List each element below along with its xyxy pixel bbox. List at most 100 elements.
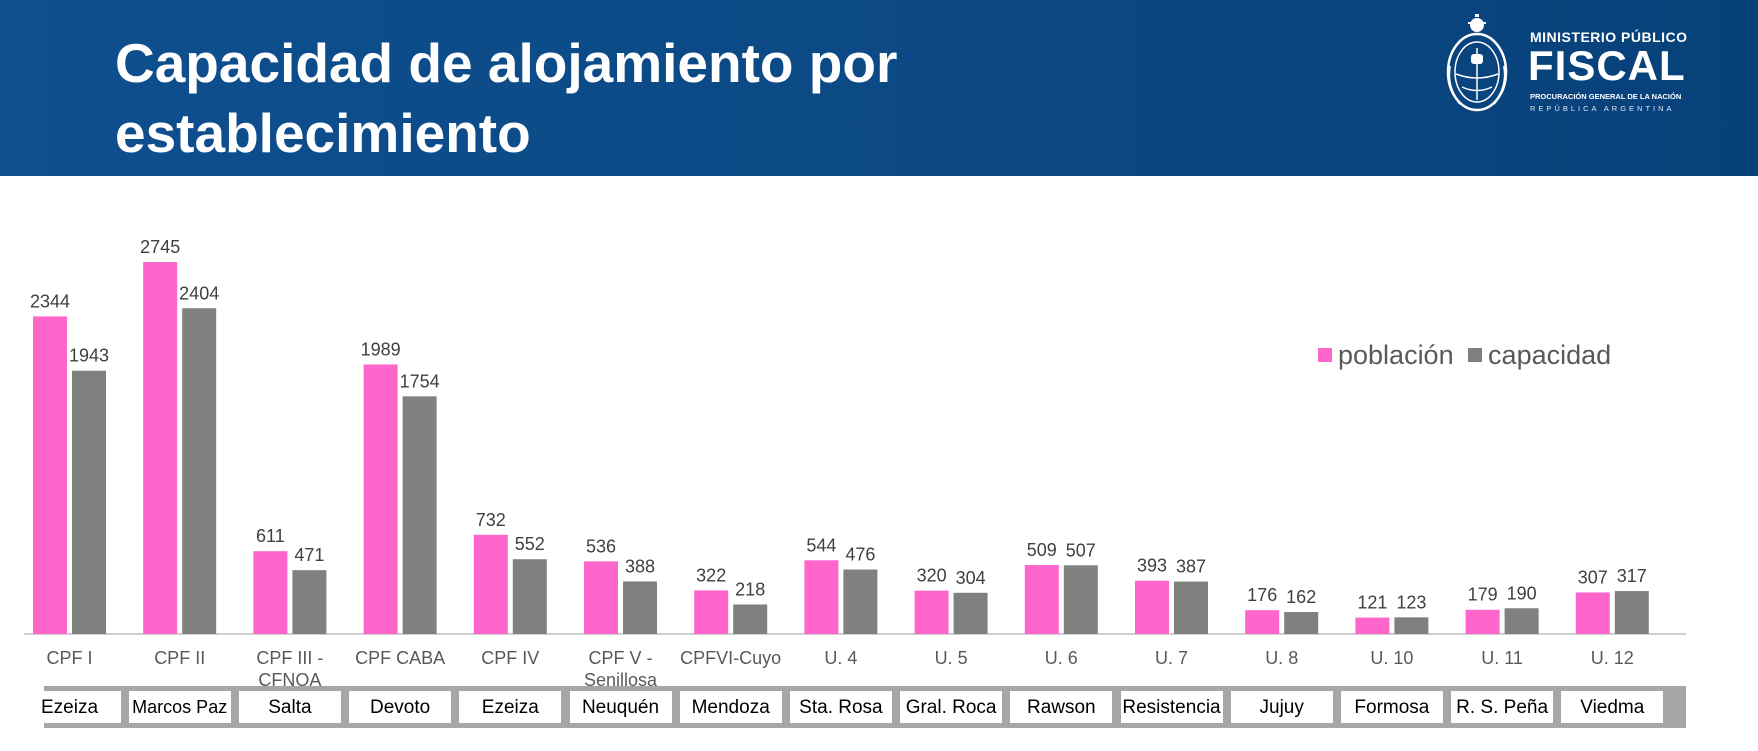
category-label-5-line2: Senillosa bbox=[584, 670, 658, 686]
data-label-poblacion-3: 1989 bbox=[361, 339, 401, 359]
data-label-capacidad-12: 123 bbox=[1396, 592, 1426, 612]
location-cell-11: Jujuy bbox=[1230, 691, 1333, 723]
ministerio-publico-fiscal-logo: MINISTERIO PÚBLICO FISCAL PROCURACIÓN GE… bbox=[1442, 12, 1742, 122]
data-label-capacidad-6: 218 bbox=[735, 579, 765, 599]
data-label-poblacion-14: 307 bbox=[1578, 567, 1608, 587]
category-label-8: U. 5 bbox=[935, 648, 968, 668]
location-cell-7: Sta. Rosa bbox=[789, 691, 892, 723]
bar-poblacion-10 bbox=[1135, 580, 1169, 634]
page-title: Capacidad de alojamiento por establecimi… bbox=[115, 32, 898, 164]
bar-poblacion-2 bbox=[253, 551, 288, 634]
bar-poblacion-1 bbox=[143, 262, 178, 634]
data-label-capacidad-0: 1943 bbox=[69, 346, 109, 366]
legend-label-capacidad: capacidad bbox=[1488, 340, 1612, 370]
bar-poblacion-11 bbox=[1245, 610, 1280, 634]
bar-capacidad-10 bbox=[1174, 581, 1208, 634]
national-seal-icon bbox=[1446, 14, 1508, 112]
location-cell-0: Ezeiza bbox=[18, 691, 121, 723]
category-label-4: CPF IV bbox=[481, 648, 539, 668]
data-label-capacidad-7: 476 bbox=[845, 545, 875, 565]
bar-capacidad-12 bbox=[1394, 617, 1429, 634]
data-label-poblacion-10: 393 bbox=[1137, 556, 1167, 576]
data-label-poblacion-8: 320 bbox=[917, 566, 947, 586]
location-cell-10: Resistencia bbox=[1120, 691, 1223, 723]
category-label-6: CPFVI-Cuyo bbox=[680, 648, 781, 668]
category-label-5: CPF V - bbox=[588, 648, 652, 668]
logo-text-republica: REPÚBLICA ARGENTINA bbox=[1530, 104, 1675, 113]
location-cell-12: Formosa bbox=[1340, 691, 1443, 723]
data-label-capacidad-1: 2404 bbox=[179, 283, 219, 303]
category-label-14: U. 12 bbox=[1591, 648, 1634, 668]
category-label-12: U. 10 bbox=[1370, 648, 1413, 668]
bar-capacidad-7 bbox=[843, 569, 878, 634]
bar-poblacion-4 bbox=[473, 534, 508, 634]
location-cell-6: Mendoza bbox=[679, 691, 782, 723]
bar-capacidad-6 bbox=[733, 604, 768, 634]
location-cell-1: Marcos Paz bbox=[128, 691, 231, 723]
data-label-capacidad-2: 471 bbox=[294, 545, 324, 565]
bar-capacidad-0 bbox=[72, 370, 106, 634]
logo-text-ministerio: MINISTERIO PÚBLICO bbox=[1530, 29, 1688, 45]
category-label-2: CPF III - bbox=[256, 648, 323, 668]
chart-legend: población capacidad bbox=[1318, 340, 1621, 376]
category-label-0: CPF I bbox=[46, 648, 92, 668]
bar-capacidad-3 bbox=[402, 396, 437, 634]
data-label-capacidad-10: 387 bbox=[1176, 557, 1206, 577]
data-label-capacidad-14: 317 bbox=[1617, 566, 1647, 586]
location-cell-14: Viedma bbox=[1561, 691, 1664, 723]
location-cell-13: R. S. Peña bbox=[1451, 691, 1554, 723]
bar-poblacion-14 bbox=[1575, 592, 1610, 634]
bar-capacidad-1 bbox=[182, 308, 217, 634]
category-label-3: CPF CABA bbox=[355, 648, 445, 668]
legend-label-poblacion: población bbox=[1338, 340, 1454, 370]
bar-capacidad-8 bbox=[953, 592, 988, 634]
category-label-11: U. 8 bbox=[1265, 648, 1298, 668]
location-cell-8: Gral. Roca bbox=[900, 691, 1003, 723]
data-label-poblacion-1: 2745 bbox=[140, 237, 180, 257]
category-label-10: U. 7 bbox=[1155, 648, 1188, 668]
category-label-7: U. 4 bbox=[824, 648, 857, 668]
location-cell-2: Salta bbox=[238, 691, 341, 723]
data-label-poblacion-6: 322 bbox=[696, 565, 726, 585]
data-label-poblacion-0: 2344 bbox=[30, 291, 70, 311]
header-banner: Capacidad de alojamiento por establecimi… bbox=[0, 0, 1758, 176]
data-label-capacidad-4: 552 bbox=[515, 534, 545, 554]
legend-item-capacidad: capacidad bbox=[1468, 340, 1611, 371]
data-label-poblacion-5: 536 bbox=[586, 536, 616, 556]
bar-poblacion-3 bbox=[363, 364, 398, 634]
bar-capacidad-11 bbox=[1284, 612, 1319, 634]
bar-chart: 2344 1943 CPF I 2745 2404 CPF II 611 471 CPF III… bbox=[24, 237, 1686, 686]
data-label-capacidad-3: 1754 bbox=[400, 371, 440, 391]
bar-capacidad-4 bbox=[512, 559, 547, 634]
data-label-poblacion-11: 176 bbox=[1247, 585, 1277, 605]
data-label-poblacion-7: 544 bbox=[806, 535, 836, 555]
logo-text-fiscal: FISCAL bbox=[1528, 42, 1686, 89]
legend-swatch-poblacion bbox=[1318, 348, 1332, 362]
data-label-poblacion-13: 179 bbox=[1468, 585, 1498, 605]
legend-swatch-capacidad bbox=[1468, 348, 1483, 362]
bar-capacidad-5 bbox=[623, 581, 657, 634]
category-label-13: U. 11 bbox=[1481, 648, 1523, 668]
bar-poblacion-12 bbox=[1355, 617, 1390, 634]
data-label-poblacion-2: 611 bbox=[256, 526, 285, 546]
bar-poblacion-5 bbox=[584, 561, 618, 634]
category-label-1: CPF II bbox=[154, 648, 205, 668]
data-label-capacidad-13: 190 bbox=[1507, 583, 1537, 603]
bar-capacidad-14 bbox=[1614, 591, 1649, 634]
data-label-poblacion-12: 121 bbox=[1357, 593, 1387, 613]
bar-poblacion-13 bbox=[1465, 609, 1500, 634]
bar-poblacion-8 bbox=[914, 590, 949, 634]
bar-poblacion-0 bbox=[33, 316, 67, 634]
legend-item-poblacion: población bbox=[1318, 340, 1454, 371]
location-cell-9: Rawson bbox=[1010, 691, 1113, 723]
location-label-row: Ezeiza Marcos Paz Salta Devoto Ezeiza Neuquén… bbox=[18, 686, 1686, 728]
data-label-capacidad-9: 507 bbox=[1066, 540, 1096, 560]
bar-poblacion-9 bbox=[1024, 565, 1059, 634]
bar-poblacion-6 bbox=[694, 590, 729, 634]
bar-poblacion-7 bbox=[804, 560, 839, 634]
data-label-capacidad-5: 388 bbox=[625, 556, 655, 576]
bar-capacidad-9 bbox=[1063, 565, 1098, 634]
data-label-poblacion-9: 509 bbox=[1027, 540, 1057, 560]
location-cell-5: Neuquén bbox=[569, 691, 672, 723]
logo-text-procuracion: PROCURACIÓN GENERAL DE LA NACIÓN bbox=[1530, 92, 1682, 101]
